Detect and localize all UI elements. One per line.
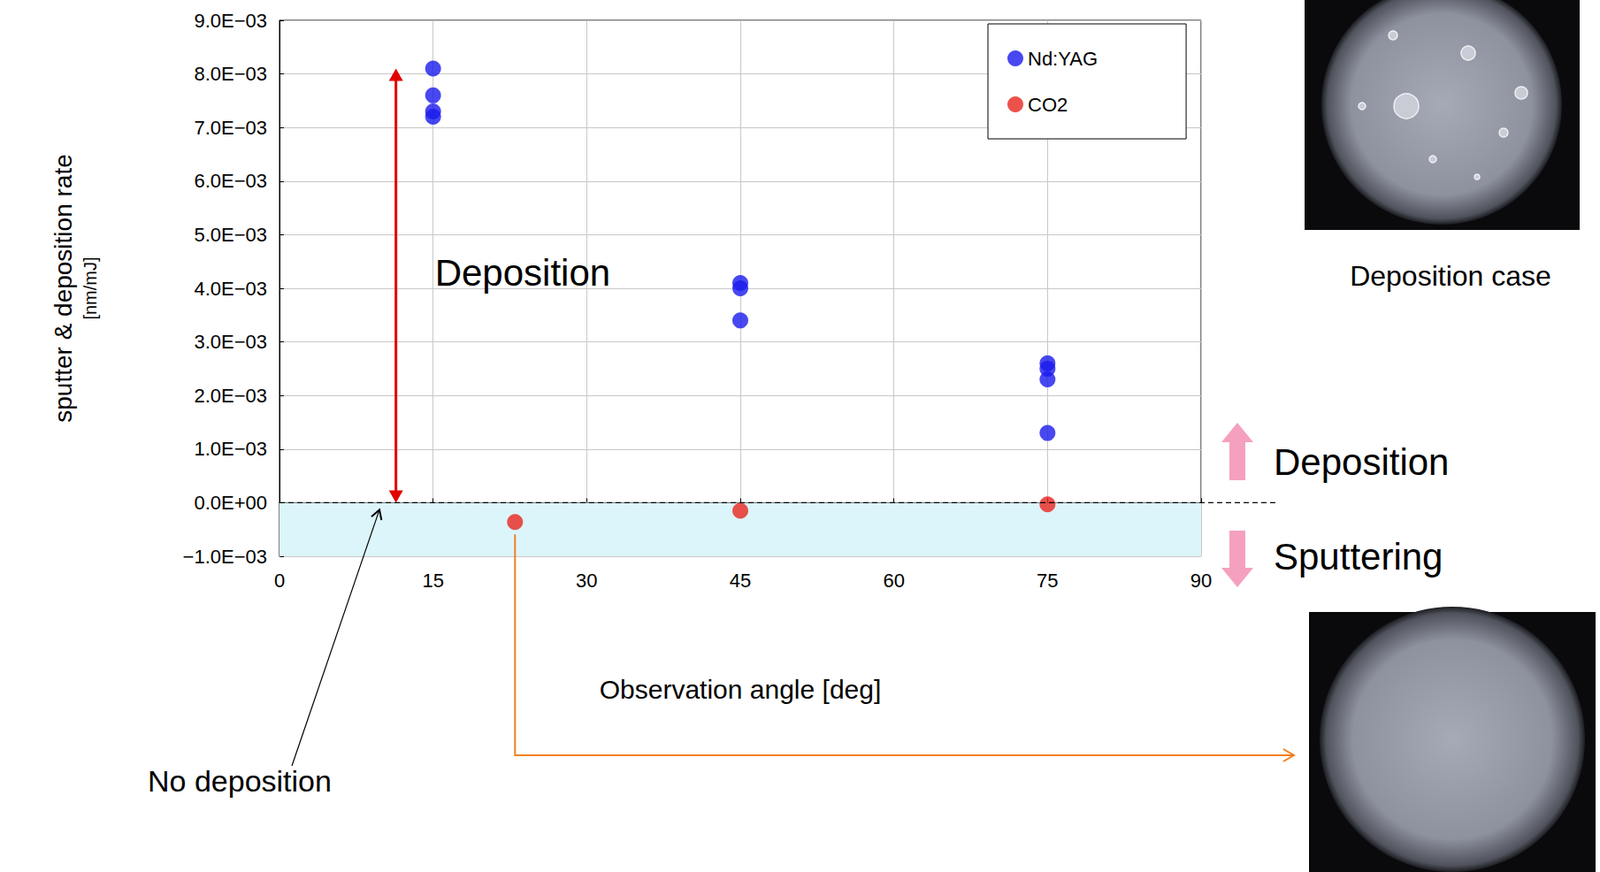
svg-text:sputter & deposition rate: sputter & deposition rate [49, 153, 77, 423]
svg-text:45: 45 [729, 569, 751, 592]
svg-text:No deposition: No deposition [147, 764, 332, 798]
svg-text:4.0E−03: 4.0E−03 [193, 277, 268, 300]
svg-text:Observation angle [deg]: Observation angle [deg] [599, 674, 882, 705]
svg-text:CO2: CO2 [1027, 93, 1068, 116]
svg-text:Nd:YAG: Nd:YAG [1027, 47, 1098, 70]
svg-text:2.0E−03: 2.0E−03 [193, 384, 268, 407]
svg-text:7.0E−03: 7.0E−03 [193, 116, 268, 139]
svg-text:60: 60 [882, 569, 904, 592]
svg-text:Sputtering: Sputtering [1273, 535, 1443, 578]
svg-text:Deposition: Deposition [435, 252, 611, 294]
svg-text:8.0E−03: 8.0E−03 [193, 62, 268, 85]
svg-text:Deposition case: Deposition case [1349, 260, 1552, 292]
svg-text:[nm/mJ]: [nm/mJ] [80, 256, 100, 320]
svg-text:3.0E−03: 3.0E−03 [193, 330, 268, 353]
svg-text:−1.0E−03: −1.0E−03 [183, 545, 268, 568]
svg-text:30: 30 [575, 569, 598, 592]
svg-text:75: 75 [1036, 569, 1058, 592]
svg-text:15: 15 [421, 569, 444, 592]
svg-text:9.0E−03: 9.0E−03 [193, 9, 268, 32]
svg-text:0: 0 [274, 569, 285, 592]
svg-text:90: 90 [1190, 569, 1212, 592]
svg-text:1.0E−03: 1.0E−03 [193, 437, 268, 460]
svg-text:5.0E−03: 5.0E−03 [193, 223, 268, 246]
svg-text:Deposition: Deposition [1273, 441, 1449, 483]
svg-text:0.0E+00: 0.0E+00 [193, 491, 268, 514]
svg-text:6.0E−03: 6.0E−03 [193, 169, 268, 192]
